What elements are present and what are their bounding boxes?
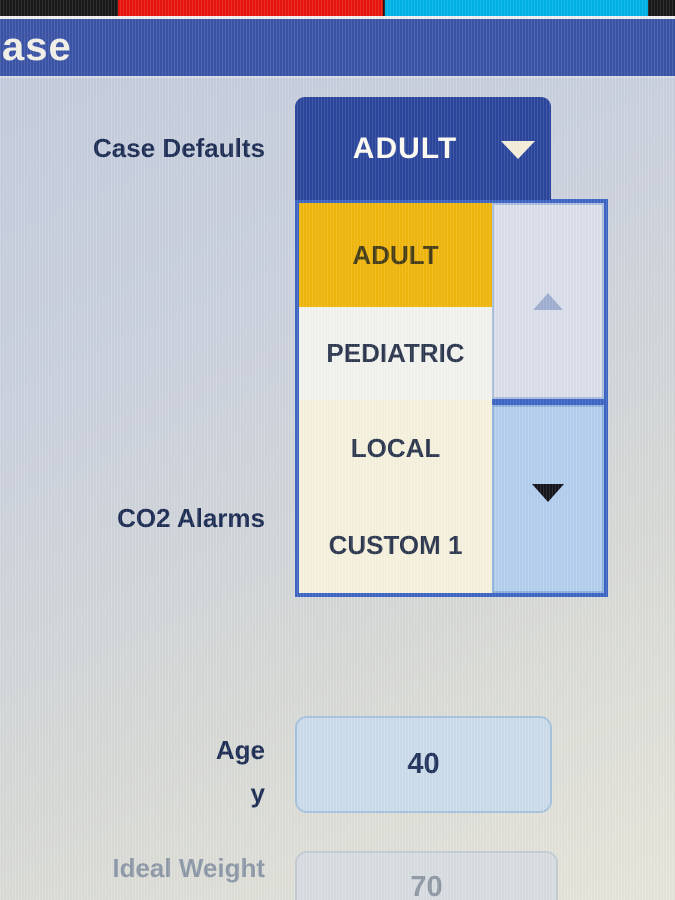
scroll-down-button[interactable] <box>492 405 604 593</box>
case-defaults-selected-value: ADULT <box>352 131 458 165</box>
co2-alarms-label: CO2 Alarms <box>117 503 265 533</box>
scroll-up-button[interactable] <box>492 203 604 399</box>
divider <box>0 16 675 19</box>
chevron-down-icon <box>501 140 535 159</box>
age-label: Age y <box>216 729 265 815</box>
scroll-down-icon <box>532 484 564 502</box>
dropdown-item-local[interactable]: LOCAL <box>299 400 492 497</box>
case-defaults-dropdown-list: ADULT PEDIATRIC LOCAL CUSTOM 1 <box>295 199 608 597</box>
dropdown-scrollbar <box>492 203 604 593</box>
status-cyan-segment <box>385 0 648 16</box>
dropdown-item-pediatric[interactable]: PEDIATRIC <box>299 307 492 400</box>
age-value: 40 <box>407 748 440 780</box>
age-label-text: Age <box>215 735 265 765</box>
dropdown-item-custom-1[interactable]: CUSTOM 1 <box>299 497 492 593</box>
page-title: ase <box>2 25 72 69</box>
scroll-up-icon <box>533 292 563 310</box>
case-defaults-label: Case Defaults <box>93 133 265 163</box>
case-defaults-dropdown-button[interactable]: ADULT <box>295 97 551 200</box>
ideal-weight-field: 70 <box>295 851 558 900</box>
status-strip <box>0 0 675 16</box>
ideal-weight-value: 70 <box>410 870 443 900</box>
age-unit-label: y <box>250 778 265 808</box>
ideal-weight-label: Ideal Weight <box>112 853 265 883</box>
age-field[interactable]: 40 <box>295 716 552 813</box>
dropdown-items: ADULT PEDIATRIC LOCAL CUSTOM 1 <box>299 203 492 593</box>
page-title-bar: ase <box>0 19 675 78</box>
dropdown-item-adult[interactable]: ADULT <box>299 203 492 307</box>
status-red-segment <box>118 0 383 16</box>
scrollbar-divider <box>492 399 604 405</box>
